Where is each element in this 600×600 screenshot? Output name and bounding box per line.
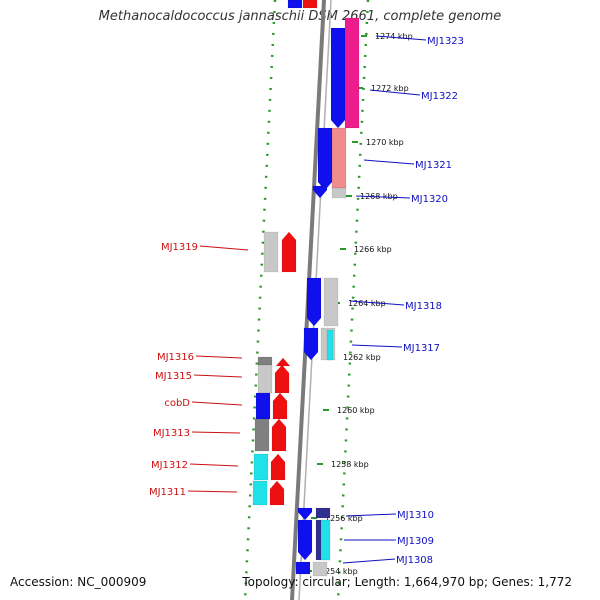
leader-line	[187, 490, 238, 493]
gene-cobd[interactable]	[272, 392, 288, 420]
gene-label-mj1311[interactable]: MJ1311	[149, 487, 186, 498]
guide-line-1	[336, 0, 370, 600]
gene-label-mj1318[interactable]: MJ1318	[405, 301, 442, 312]
leader-line	[363, 159, 415, 165]
gene-mj1316-track[interactable]	[257, 356, 273, 366]
leader-line	[351, 344, 403, 348]
tick-label: 1264 kbp	[348, 299, 386, 308]
tick-label: 1266 kbp	[354, 245, 392, 254]
gene-mj1322[interactable]	[344, 17, 360, 129]
leader-line	[189, 463, 239, 467]
leader-line	[349, 300, 405, 306]
gene-mj1315-track[interactable]	[257, 364, 273, 394]
leader-line	[345, 513, 397, 517]
tick-label: 1272 kbp	[371, 84, 409, 93]
gene-mj1312[interactable]	[270, 453, 286, 481]
gene-label-mj1316[interactable]: MJ1316	[157, 352, 194, 363]
leader-line	[193, 374, 243, 378]
leader-line	[355, 195, 411, 199]
gene-top-blue[interactable]	[287, 0, 303, 9]
leader-line	[375, 35, 427, 41]
gene-label-mj1319[interactable]: MJ1319	[161, 242, 198, 253]
gene-mj1319-track[interactable]	[263, 231, 279, 273]
gene-mj1323[interactable]	[330, 27, 346, 129]
gene-mj1311[interactable]	[269, 480, 285, 506]
accession-text: Accession: NC_000909	[10, 575, 147, 589]
gene-mj1312-track[interactable]	[253, 453, 269, 481]
guide-line-0	[243, 0, 277, 600]
tick-label: 1274 kbp	[375, 32, 413, 41]
gene-mj1317[interactable]	[303, 327, 319, 361]
map-title: Methanocaldococcus jannaschii DSM 2661, …	[98, 9, 502, 24]
gene-label-mj1310[interactable]: MJ1310	[397, 510, 434, 521]
gene-mj1309[interactable]	[297, 519, 313, 561]
gene-mj1310-track[interactable]	[315, 507, 331, 519]
gene-mj1318[interactable]	[306, 277, 322, 327]
tick-label: 1260 kbp	[337, 406, 375, 415]
gene-label-mj1322[interactable]: MJ1322	[421, 91, 458, 102]
leader-line	[195, 355, 243, 359]
gene-mj1319[interactable]	[281, 231, 297, 273]
gene-label-mj1308[interactable]: MJ1308	[396, 555, 433, 566]
tick-label: 1254 kbp	[320, 567, 358, 576]
leader-line	[199, 245, 249, 251]
gene-label-mj1309[interactable]: MJ1309	[397, 536, 434, 547]
leader-line	[191, 401, 243, 406]
gene-mj1315[interactable]	[274, 364, 290, 394]
leader-line	[369, 89, 421, 96]
tick-label: 1270 kbp	[366, 138, 404, 147]
leader-line	[191, 431, 241, 434]
gene-mj1308-track[interactable]	[312, 561, 328, 577]
gene-mj1310[interactable]	[297, 507, 313, 521]
gene-cobd-track[interactable]	[255, 392, 271, 420]
gene-label-mj1313[interactable]: MJ1313	[153, 428, 190, 439]
gene-mj1321-track[interactable]	[331, 127, 347, 189]
tick-label: 1258 kbp	[331, 460, 369, 469]
tick-label: 1256 kbp	[325, 514, 363, 523]
gene-label-mj1315[interactable]: MJ1315	[155, 371, 192, 382]
gene-mj1313-track[interactable]	[254, 418, 270, 452]
tick-label: 1262 kbp	[343, 353, 381, 362]
gene-mj1309-sub[interactable]	[320, 519, 331, 561]
gene-mj1308[interactable]	[295, 561, 311, 575]
gene-label-mj1321[interactable]: MJ1321	[415, 160, 452, 171]
gene-label-mj1312[interactable]: MJ1312	[151, 460, 188, 471]
gene-top-red[interactable]	[302, 0, 318, 9]
gene-mj1321[interactable]	[317, 127, 333, 191]
gene-label-mj1323[interactable]: MJ1323	[427, 36, 464, 47]
gene-label-mj1320[interactable]: MJ1320	[411, 194, 448, 205]
gene-mj1316[interactable]	[275, 357, 291, 367]
gene-mj1318-track[interactable]	[323, 277, 339, 327]
leader-line	[342, 558, 396, 564]
gene-mj1311-track[interactable]	[252, 480, 268, 506]
gene-mj1320[interactable]	[312, 185, 328, 199]
gene-label-mj1317[interactable]: MJ1317	[403, 343, 440, 354]
genome-summary-text: Topology: circular; Length: 1,664,970 bp…	[242, 575, 572, 589]
gene-mj1320-track[interactable]	[331, 187, 347, 199]
gene-mj1313[interactable]	[271, 418, 287, 452]
gene-label-cobd[interactable]: cobD	[164, 398, 190, 409]
gene-mj1317-sub[interactable]	[326, 329, 334, 361]
